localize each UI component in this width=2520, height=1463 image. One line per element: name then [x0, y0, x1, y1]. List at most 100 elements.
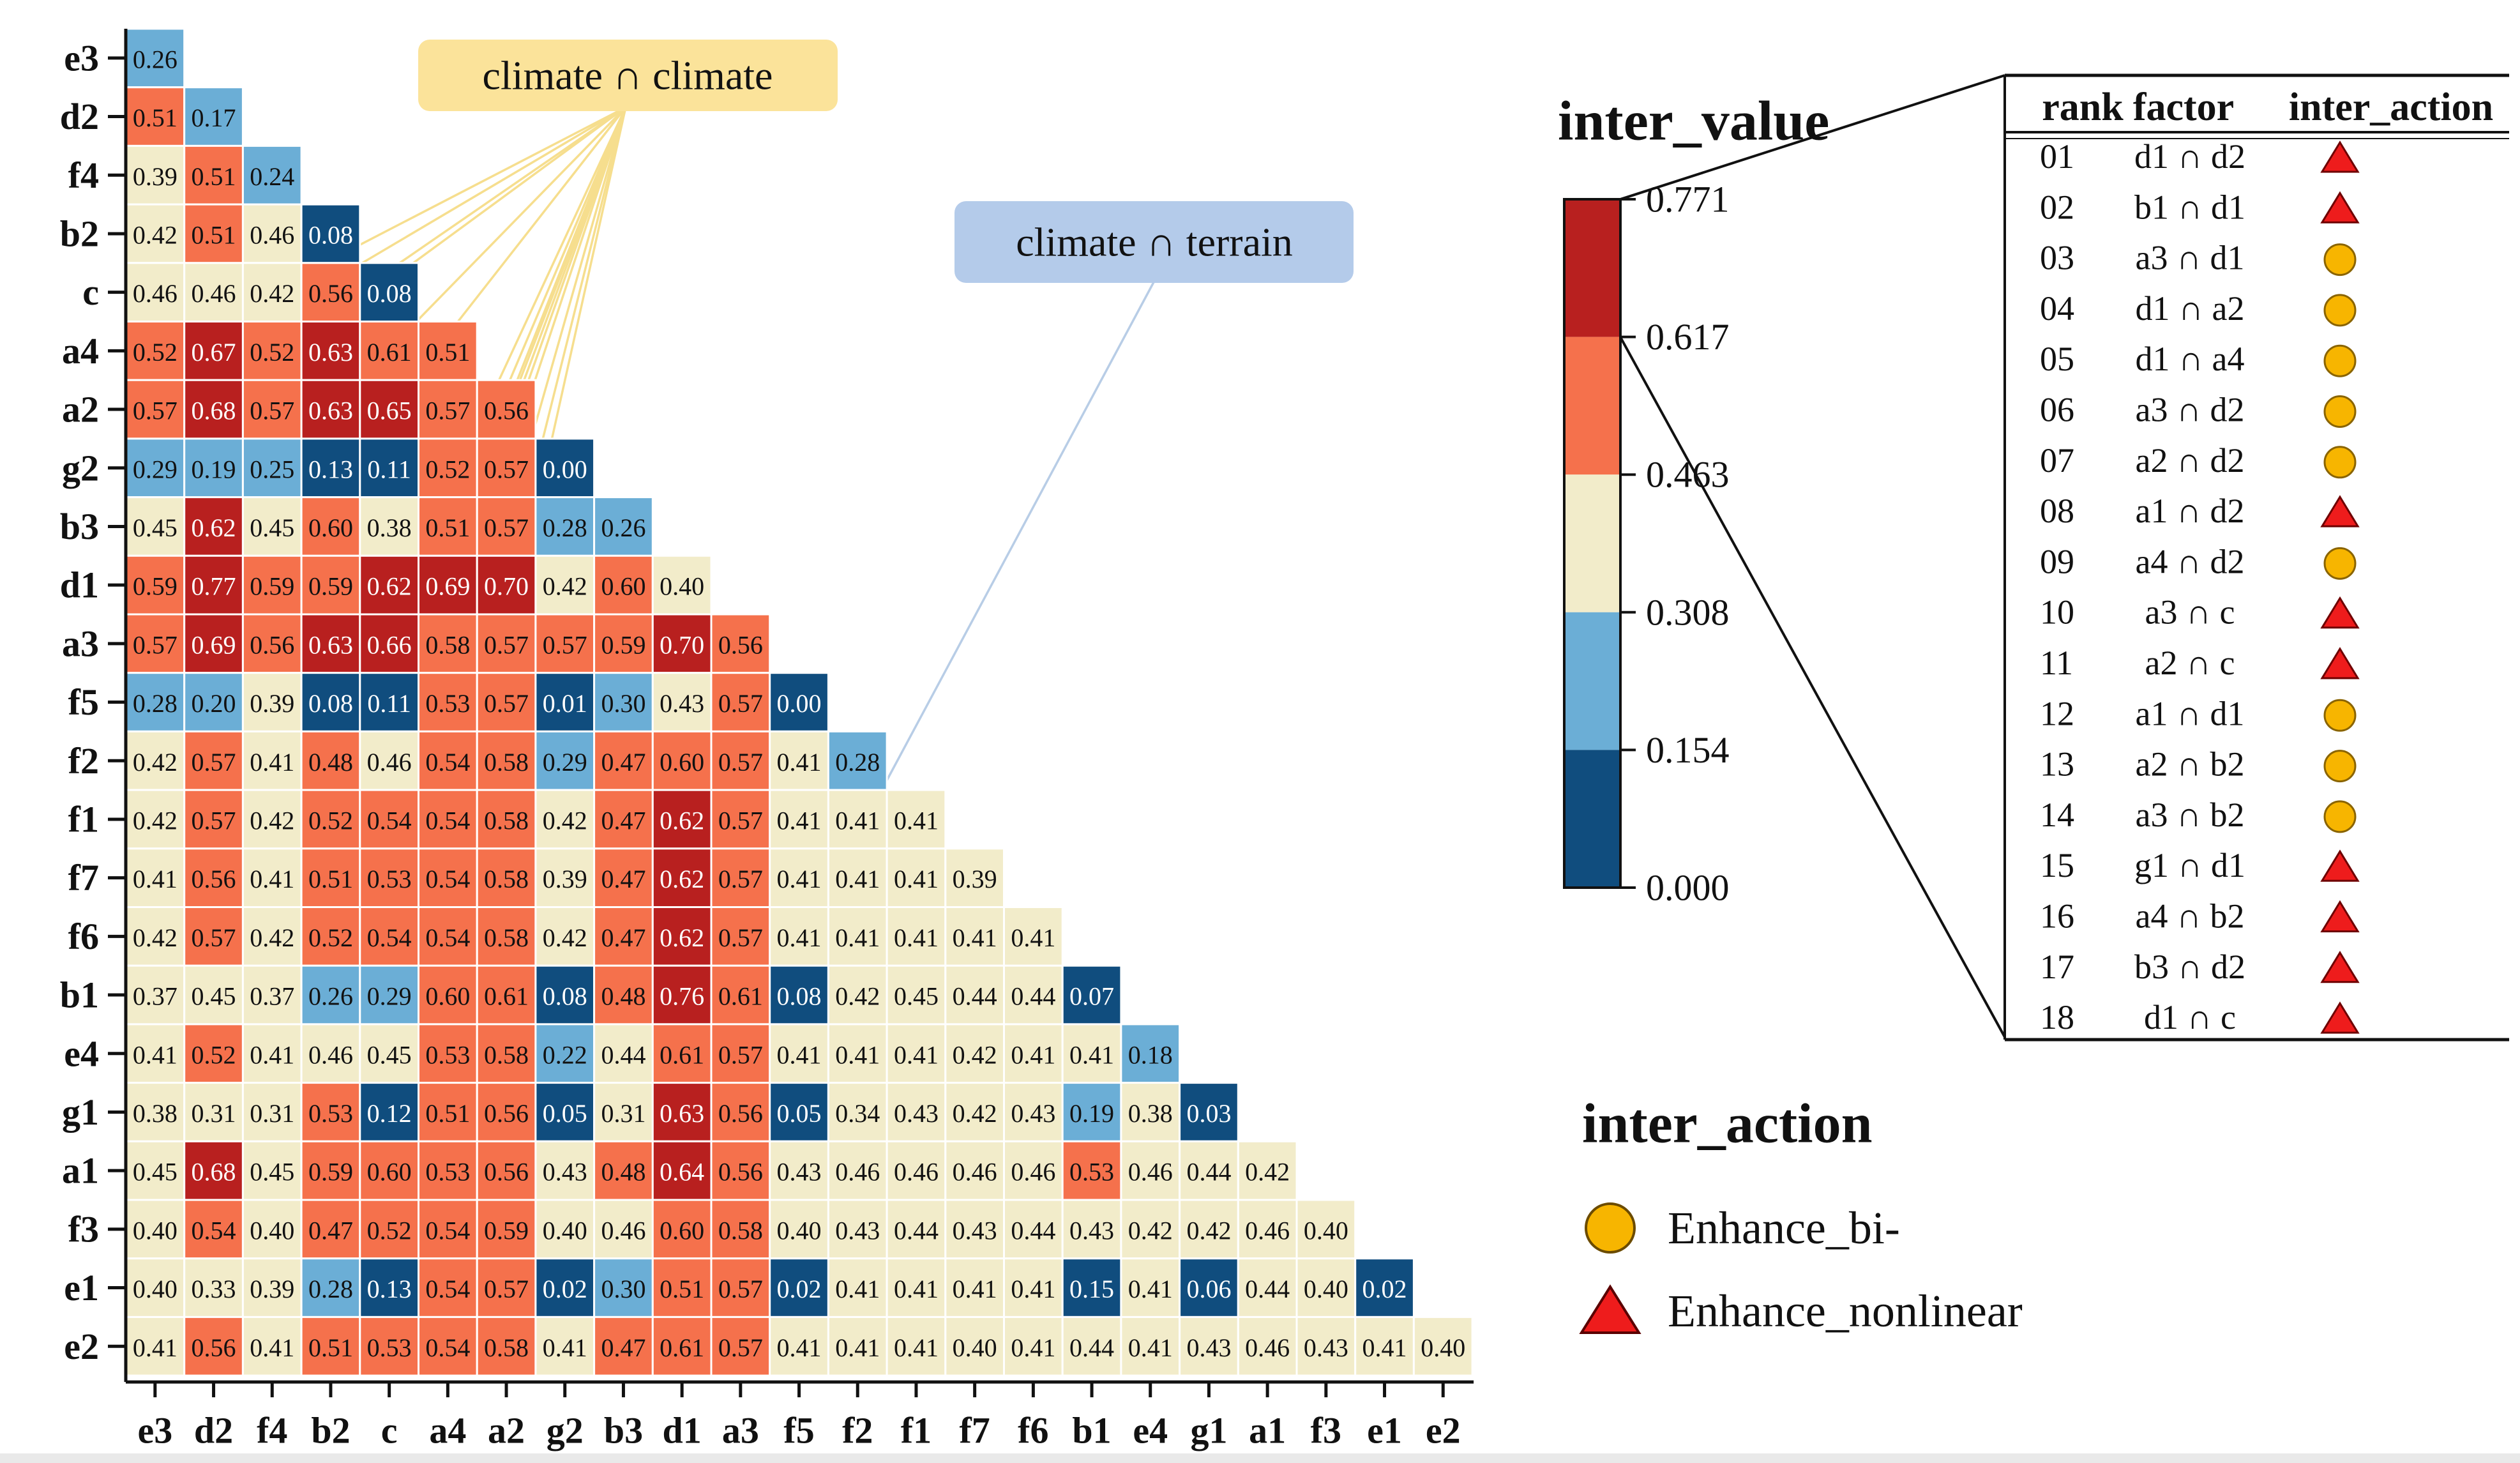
- action-legend-label: Enhance_bi-: [1668, 1202, 1900, 1254]
- enhance-bi-marker: [2323, 344, 2357, 377]
- y-tick-label: f7: [68, 857, 99, 898]
- heatmap-cell: [886, 1082, 947, 1142]
- cell-value-label: 0.42: [250, 279, 294, 308]
- cell-value-label: 0.56: [192, 1333, 236, 1362]
- cell-value-label: 0.57: [425, 397, 470, 425]
- heatmap-cell: [1003, 964, 1064, 1026]
- heatmap-cell: [1237, 1140, 1298, 1201]
- heatmap-cell: [418, 379, 478, 440]
- heatmap-cell: [534, 1023, 596, 1084]
- cell-value-label: 0.41: [835, 1040, 880, 1069]
- enhance-nonlinear-marker: [2320, 950, 2360, 983]
- cell-value-label: 0.25: [250, 455, 294, 483]
- cell-value-label: 0.57: [133, 397, 177, 425]
- heatmap-cell: [476, 613, 537, 674]
- cell-value-label: 0.56: [718, 1099, 763, 1128]
- y-tick-label: e2: [64, 1326, 99, 1367]
- x-tick-label: f1: [901, 1410, 932, 1452]
- cell-value-label: 0.57: [718, 1275, 763, 1303]
- heatmap-cell: [300, 1315, 361, 1377]
- cell-value-label: 0.56: [718, 630, 763, 659]
- cell-value-label: 0.38: [1128, 1099, 1173, 1128]
- enhance-nonlinear-marker: [2320, 140, 2360, 173]
- x-tick-label: d2: [194, 1410, 233, 1452]
- cell-value-label: 0.41: [835, 923, 880, 952]
- heatmap-cell: [827, 789, 888, 850]
- cell-value-label: 0.57: [543, 630, 587, 659]
- heatmap-cell: [359, 1257, 419, 1318]
- cell-value-label: 0.69: [425, 572, 470, 601]
- heatmap-cell: [241, 1023, 303, 1084]
- heatmap-cell: [769, 1199, 829, 1260]
- cell-value-label: 0.58: [484, 1040, 529, 1069]
- cell-value-label: 0.41: [777, 1040, 822, 1069]
- y-tick-label: f5: [68, 681, 99, 723]
- heatmap-cell: [183, 262, 244, 322]
- heatmap-cell: [886, 964, 947, 1026]
- cell-value-label: 0.59: [484, 1216, 529, 1245]
- cell-value-label: 0.42: [250, 923, 294, 952]
- heatmap-cell: [418, 496, 478, 557]
- cell-value-label: 0.40: [660, 572, 704, 601]
- cell-value-label: 0.44: [1011, 1216, 1055, 1245]
- table-cell-factor: b1 ∩ d1: [2134, 188, 2245, 226]
- cell-value-label: 0.43: [835, 1216, 880, 1245]
- heatmap-cell: [593, 1199, 654, 1260]
- heatmap-cell: [886, 906, 947, 967]
- heatmap-cell: [241, 437, 303, 499]
- heatmap-cell: [651, 672, 713, 732]
- legend-circle-marker: [1585, 1202, 1636, 1254]
- cell-value-label: 0.43: [953, 1216, 997, 1245]
- heatmap-cell: [418, 1023, 478, 1084]
- x-tick-label: b3: [604, 1410, 643, 1452]
- heatmap-cell: [124, 321, 186, 381]
- cell-value-label: 0.37: [133, 982, 177, 1011]
- cell-value-label: 0.56: [192, 865, 236, 893]
- heatmap-cell: [769, 1257, 829, 1318]
- cell-value-label: 0.02: [543, 1275, 587, 1303]
- heatmap-cell: [651, 964, 713, 1026]
- cell-value-label: 0.47: [601, 1333, 645, 1362]
- heatmap-cell: [476, 1199, 537, 1260]
- cell-value-label: 0.57: [718, 806, 763, 835]
- cell-value-label: 0.59: [308, 572, 353, 601]
- y-tick-label: a4: [62, 330, 99, 372]
- heatmap-cell: [651, 1257, 713, 1318]
- cell-value-label: 0.39: [133, 162, 177, 191]
- heatmap-cell: [359, 262, 419, 322]
- table-cell-rank: 12: [2040, 694, 2074, 732]
- cell-value-label: 0.41: [777, 923, 822, 952]
- table-cell-rank: 07: [2040, 441, 2074, 480]
- cell-value-label: 0.51: [425, 513, 470, 542]
- heatmap-cell: [1237, 1199, 1298, 1260]
- cell-value-label: 0.28: [133, 689, 177, 718]
- cell-value-label: 0.63: [308, 630, 353, 659]
- heatmap-cell: [476, 1257, 537, 1318]
- zoom-connector-line: [1620, 74, 2005, 201]
- heatmap-cell: [827, 730, 888, 791]
- heatmap-cell: [1120, 1140, 1181, 1201]
- heatmap-cell: [710, 906, 771, 967]
- heatmap-cell: [534, 1315, 596, 1377]
- heatmap-cell: [1061, 964, 1122, 1026]
- cell-value-label: 0.47: [601, 923, 645, 952]
- x-tick-label: f2: [842, 1410, 873, 1452]
- cell-value-label: 0.54: [425, 1216, 470, 1245]
- cell-value-label: 0.58: [484, 748, 529, 777]
- cell-value-label: 0.12: [367, 1099, 412, 1128]
- x-tick-label: e4: [1133, 1410, 1168, 1452]
- heatmap-cell: [769, 730, 829, 791]
- table-cell-factor: d1 ∩ a2: [2136, 289, 2245, 328]
- cell-value-label: 0.42: [953, 1099, 997, 1128]
- heatmap-cell: [476, 1315, 537, 1377]
- heatmap-cell: [359, 496, 419, 557]
- heatmap-cell: [710, 613, 771, 674]
- heatmap-cell: [1003, 1140, 1064, 1201]
- cell-value-label: 0.41: [835, 865, 880, 893]
- heatmap-cell: [593, 496, 654, 557]
- color-scale-tick-label: 0.308: [1646, 591, 1730, 633]
- cell-value-label: 0.41: [894, 865, 939, 893]
- annotation-label: climate ∩ climate: [483, 53, 773, 98]
- cell-value-label: 0.08: [777, 982, 822, 1011]
- cell-value-label: 0.08: [308, 220, 353, 249]
